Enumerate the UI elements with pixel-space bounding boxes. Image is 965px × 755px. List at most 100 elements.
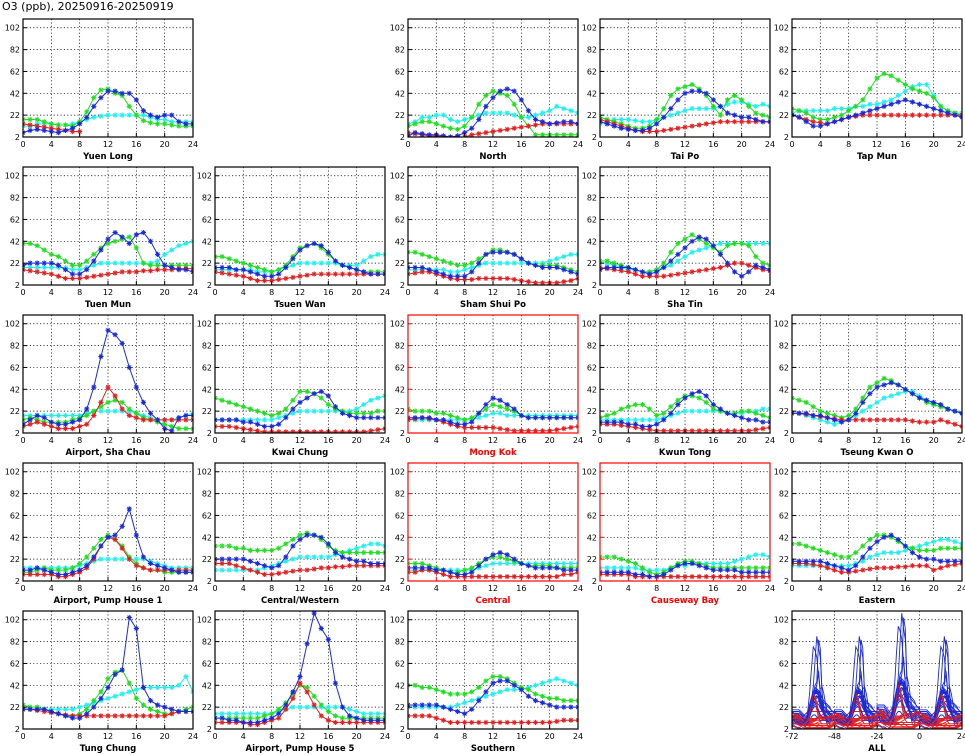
data-point bbox=[860, 408, 866, 414]
x-tick-label: 12 bbox=[488, 288, 498, 297]
panel-title: Airport, Sha Chau bbox=[66, 448, 151, 458]
data-point bbox=[810, 545, 816, 551]
data-point bbox=[675, 251, 681, 258]
data-point bbox=[817, 408, 823, 414]
data-point bbox=[84, 702, 90, 708]
data-point bbox=[561, 267, 567, 273]
data-point bbox=[476, 410, 482, 416]
data-point bbox=[34, 419, 40, 425]
x-tick-label: 4 bbox=[434, 584, 439, 593]
data-point bbox=[532, 574, 539, 580]
data-point bbox=[539, 428, 546, 433]
data-point bbox=[532, 682, 539, 688]
data-point bbox=[646, 271, 653, 277]
y-tick-label: 22 bbox=[10, 111, 20, 120]
data-point bbox=[703, 236, 709, 242]
x-tick-label: 8 bbox=[654, 436, 659, 445]
data-point bbox=[717, 428, 724, 433]
data-point bbox=[261, 571, 268, 578]
data-point bbox=[668, 567, 674, 573]
data-point bbox=[604, 258, 610, 264]
data-point bbox=[112, 88, 118, 94]
data-point bbox=[34, 264, 40, 271]
data-point bbox=[554, 256, 560, 262]
data-point bbox=[454, 719, 461, 726]
data-point bbox=[412, 560, 418, 567]
data-point bbox=[646, 427, 653, 433]
data-point bbox=[945, 563, 951, 569]
data-point bbox=[689, 560, 695, 567]
data-point bbox=[561, 119, 567, 125]
data-point bbox=[846, 412, 852, 419]
data-point bbox=[497, 719, 503, 726]
data-point bbox=[611, 264, 617, 271]
y-tick-label: 62 bbox=[587, 67, 597, 76]
data-point bbox=[639, 127, 646, 134]
data-point bbox=[753, 574, 759, 580]
data-point bbox=[504, 412, 510, 419]
data-point bbox=[426, 119, 432, 125]
y-tick-label: 42 bbox=[10, 385, 20, 394]
x-tick-label: 16 bbox=[516, 140, 526, 149]
data-point bbox=[112, 270, 118, 276]
data-point bbox=[147, 410, 154, 416]
data-point bbox=[254, 264, 261, 271]
y-tick-label: 22 bbox=[202, 555, 212, 564]
data-point bbox=[689, 238, 695, 244]
x-tick-label: 8 bbox=[654, 584, 659, 593]
data-point bbox=[568, 269, 574, 275]
data-point bbox=[77, 271, 83, 277]
y-tick-label: 102 bbox=[774, 320, 789, 329]
data-point bbox=[945, 406, 951, 412]
data-point bbox=[504, 86, 510, 92]
data-point bbox=[724, 410, 731, 416]
data-point bbox=[169, 706, 175, 712]
data-point bbox=[261, 547, 268, 554]
data-point bbox=[269, 273, 275, 279]
panel-title: Sha Tin bbox=[667, 300, 703, 310]
data-point bbox=[447, 706, 454, 712]
data-point bbox=[490, 128, 496, 135]
x-tick-label: 12 bbox=[872, 436, 882, 445]
data-point bbox=[760, 112, 766, 118]
data-point bbox=[746, 408, 752, 414]
panel-title: Central bbox=[476, 596, 511, 606]
data-point bbox=[746, 565, 752, 571]
data-point bbox=[938, 417, 944, 423]
data-point bbox=[339, 549, 346, 556]
data-point bbox=[283, 264, 289, 271]
data-point bbox=[511, 556, 517, 562]
data-point bbox=[361, 429, 367, 433]
data-point bbox=[504, 260, 510, 266]
x-tick-label: 4 bbox=[241, 732, 246, 741]
x-tick-label: 8 bbox=[462, 288, 467, 297]
data-point bbox=[119, 556, 125, 562]
x-tick-label: 20 bbox=[737, 584, 747, 593]
data-point bbox=[625, 269, 631, 275]
data-point bbox=[147, 713, 154, 719]
data-point bbox=[476, 116, 482, 123]
data-point bbox=[483, 260, 489, 266]
x-tick-label: 12 bbox=[295, 732, 305, 741]
x-tick-label: 24 bbox=[573, 732, 583, 741]
data-point bbox=[710, 243, 716, 249]
data-point bbox=[895, 92, 901, 99]
data-point bbox=[48, 260, 54, 266]
data-point bbox=[98, 95, 104, 101]
x-tick-label: 20 bbox=[545, 732, 555, 741]
data-point bbox=[476, 697, 482, 704]
data-point bbox=[532, 262, 539, 268]
data-point bbox=[325, 271, 331, 277]
data-point bbox=[426, 684, 432, 691]
data-point bbox=[504, 275, 510, 282]
data-point bbox=[881, 382, 887, 388]
data-point bbox=[895, 77, 901, 83]
data-point bbox=[105, 88, 111, 94]
data-point bbox=[462, 711, 468, 717]
data-point bbox=[332, 258, 339, 264]
data-point bbox=[419, 264, 425, 271]
data-point bbox=[119, 691, 125, 697]
data-point bbox=[831, 421, 838, 427]
data-point bbox=[539, 280, 546, 285]
data-point bbox=[739, 119, 745, 125]
